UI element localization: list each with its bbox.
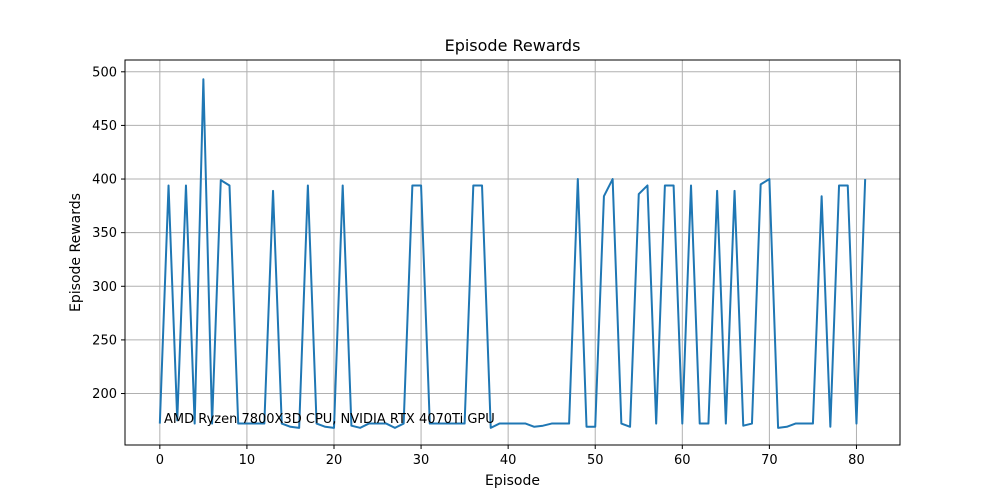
y-tick-label: 350 — [92, 226, 117, 241]
plot-area-frame — [124, 59, 901, 446]
x-tick-label: 70 — [761, 453, 778, 468]
series-layer — [158, 78, 867, 429]
y-axis-label: Episode Rewards — [68, 193, 84, 312]
x-tick-label: 30 — [413, 453, 430, 468]
y-tick-label: 200 — [92, 387, 117, 402]
y-tick-label: 450 — [92, 119, 117, 134]
x-tick-label: 10 — [239, 453, 256, 468]
axis-ticks: 0 10 20 30 40 50 60 70 80 200 250 300 350 400 450 500 — [92, 65, 865, 468]
x-tick-label: 20 — [326, 453, 343, 468]
x-tick-label: 60 — [674, 453, 691, 468]
x-tick-label: 80 — [848, 453, 865, 468]
y-tick-label: 300 — [92, 280, 117, 295]
grid-lines — [125, 60, 900, 445]
x-tick-label: 40 — [500, 453, 517, 468]
x-axis-label: Episode — [485, 473, 540, 489]
chart-title: Episode Rewards — [445, 36, 581, 55]
hardware-annotation: AMD Ryzen 7800X3D CPU, NVIDIA RTX 4070Ti… — [164, 412, 495, 427]
x-tick-label: 50 — [587, 453, 604, 468]
y-tick-label: 400 — [92, 173, 117, 188]
y-tick-label: 500 — [92, 65, 117, 80]
y-tick-label: 250 — [92, 333, 117, 348]
x-tick-label: 0 — [156, 453, 164, 468]
episode-rewards-series-line — [158, 78, 867, 429]
